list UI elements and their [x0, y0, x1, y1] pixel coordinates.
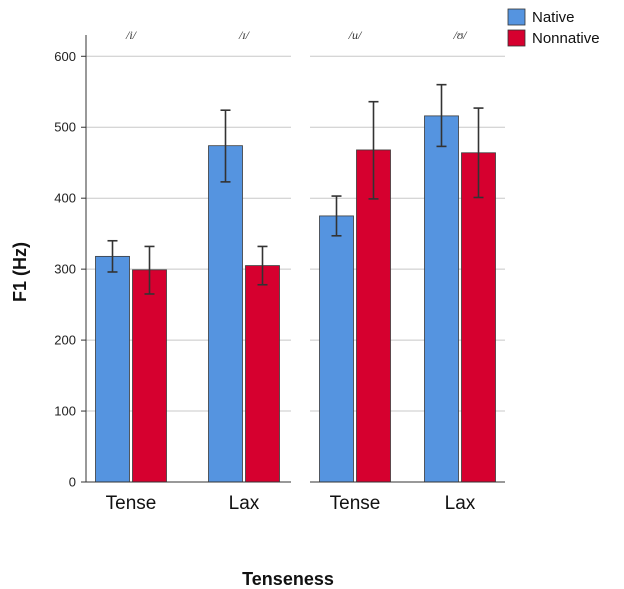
error-bars — [107, 83, 484, 295]
labels: 0 100 200 300 400 500 600 Tense/i/Lax/ɪ/Tense/u… — [54, 28, 476, 514]
legend-swatch-nonnative — [507, 29, 526, 47]
y-axis-title: F1 (Hz) — [10, 242, 30, 302]
y-tick-label: 500 — [54, 120, 76, 135]
legend-label-native: Native — [532, 9, 575, 26]
vowel-label: /ʊ/ — [453, 28, 469, 42]
category-label: Lax — [445, 493, 476, 514]
legend: Native Nonnative — [507, 8, 600, 47]
bars — [95, 115, 496, 483]
legend-label-nonnative: Nonnative — [532, 30, 600, 47]
x-axis-title: Tenseness — [242, 569, 334, 589]
bar-nonnative-tense — [356, 149, 391, 483]
y-tick-label: 300 — [54, 262, 76, 277]
y-tick-label: 0 — [69, 475, 76, 490]
y-tick-label: 100 — [54, 404, 76, 419]
bar-native-tense — [95, 255, 130, 483]
y-tick-label: 600 — [54, 49, 76, 64]
category-label: Tense — [106, 493, 157, 514]
vowel-label: /i/ — [125, 28, 138, 42]
bar-native-tense — [319, 215, 354, 483]
y-tick-label: 200 — [54, 333, 76, 348]
bar-native-lax — [424, 115, 459, 483]
bar-nonnative-lax — [461, 152, 496, 483]
category-label: Lax — [229, 493, 260, 514]
y-tick-label: 400 — [54, 191, 76, 206]
bar-nonnative-lax — [245, 265, 280, 483]
vowel-label: /ɪ/ — [238, 28, 251, 42]
axes — [81, 35, 505, 483]
bar-native-lax — [208, 145, 243, 483]
bar-nonnative-tense — [132, 269, 167, 483]
legend-swatch-native — [507, 8, 526, 26]
vowel-label: /u/ — [348, 28, 363, 42]
category-label: Tense — [330, 493, 381, 514]
